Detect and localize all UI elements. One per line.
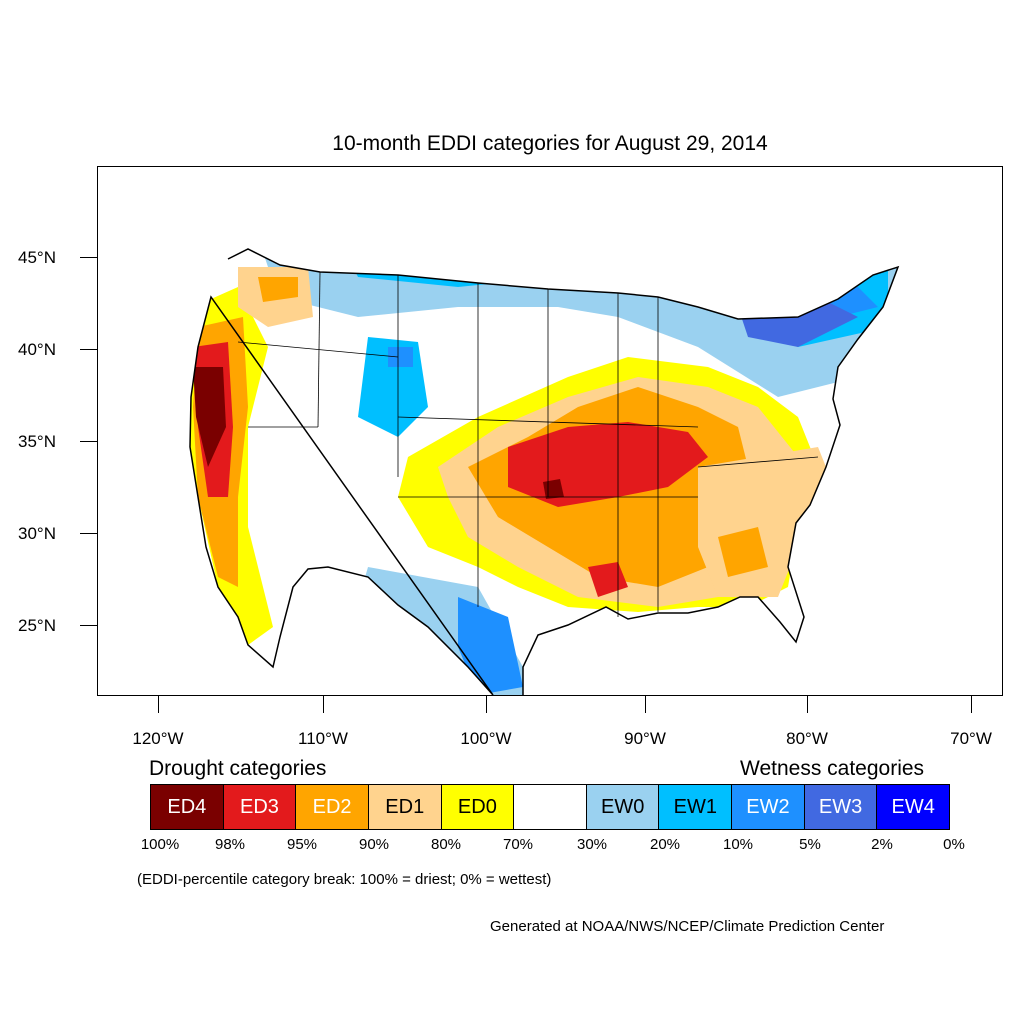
lat-tick [80,533,97,534]
credit-text: Generated at NOAA/NWS/NCEP/Climate Predi… [490,918,885,935]
percent-break: 2% [871,836,893,853]
percent-break: 30% [576,836,608,853]
eddi-map [189,212,900,695]
percent-break: 70% [502,836,534,853]
percent-break: 80% [430,836,462,853]
legend-box-ed1: ED1 [368,785,442,829]
us-outline [189,248,900,695]
percent-break: 100% [140,836,180,853]
legend-box-neutral [514,785,587,829]
lat-label-25: 25°N [18,616,56,635]
category-break-note: (EDDI-percentile category break: 100% = … [137,871,552,888]
ew4-region [398,212,448,247]
map-area [97,166,1003,696]
lat-label-40: 40°N [18,340,56,359]
lat-tick [80,625,97,626]
lon-tick [645,696,646,713]
lon-label-70: 70°W [950,729,992,748]
lat-label-30: 30°N [18,524,56,543]
percent-break: 20% [649,836,681,853]
ed1-region-southeast [698,447,838,597]
percent-break: 98% [214,836,246,853]
legend-box-ew4: EW4 [877,785,950,829]
ed4-region-west [193,367,226,467]
lon-tick [807,696,808,713]
percent-break: 10% [722,836,754,853]
ew2-region-south [458,597,523,695]
lon-label-110: 110°W [298,729,348,748]
lat-tick [80,441,97,442]
ed2-region-northwest [258,277,298,302]
lon-tick [158,696,159,713]
legend-box-ed3: ED3 [223,785,297,829]
legend-box-ew0: EW0 [586,785,660,829]
lat-label-45: 45°N [18,248,56,267]
percent-break: 95% [286,836,318,853]
state-lines [237,271,819,617]
legend-box-ew1: EW1 [659,785,733,829]
legend-box-ew2: EW2 [732,785,805,829]
lat-tick [80,257,97,258]
lon-label-80: 80°W [786,729,828,748]
lon-tick [486,696,487,713]
percent-break: 5% [799,836,821,853]
lon-tick [971,696,972,713]
lon-label-100: 100°W [460,729,512,748]
lon-label-120: 120°W [132,729,184,748]
legend-box-ew3: EW3 [804,785,878,829]
lon-label-90: 90°W [624,729,666,748]
lat-label-35: 35°N [18,432,56,451]
lat-tick [80,349,97,350]
percent-break: 90% [358,836,390,853]
ew2-region-rockies [388,347,413,367]
category-legend: ED4 ED3 ED2 ED1 ED0 EW0 EW1 EW2 EW3 EW4 [150,784,950,830]
legend-box-ed0: ED0 [441,785,515,829]
percent-break: 0% [943,836,965,853]
lon-tick [323,696,324,713]
legend-box-ed4: ED4 [151,785,224,829]
drought-categories-title: Drought categories [149,757,327,780]
wetness-categories-title: Wetness categories [740,757,925,780]
map-title: 10-month EDDI categories for August 29, … [332,132,768,155]
ed2-region-southeast [718,527,768,577]
ew3-region [348,249,538,257]
legend-box-ed2: ED2 [296,785,369,829]
